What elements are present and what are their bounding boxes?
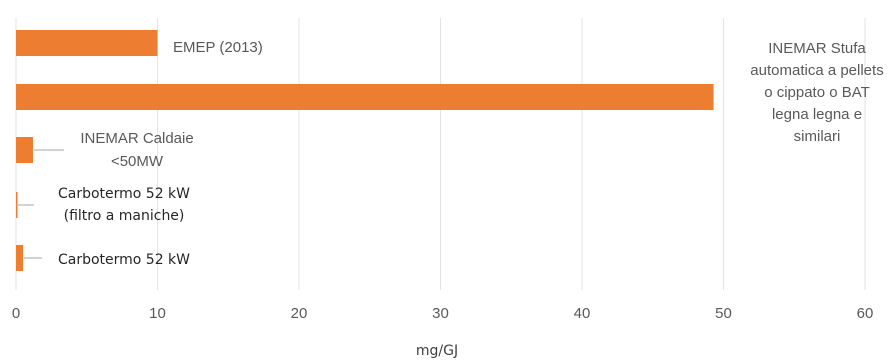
annotation-3: Carbotermo 52 kW (filtro a maniche): [58, 186, 190, 224]
bar-4: [16, 245, 24, 271]
annotation-1: INEMAR Stufa automatica a pellets o cippat…: [750, 40, 883, 145]
bars: [16, 30, 714, 271]
bar-2: [16, 137, 33, 163]
bar-annotations: EMEP (2013) INEMAR Stufa automatica a pell…: [58, 39, 884, 268]
x-tick-label-0: 0: [12, 305, 20, 322]
x-tick-label-3: 30: [432, 305, 449, 322]
annotation-2: INEMAR Caldaie <50MW: [80, 130, 193, 170]
leader-lines: [18, 149, 64, 259]
annotation-0: EMEP (2013): [173, 39, 263, 56]
x-tick-label-4: 40: [574, 305, 591, 322]
bar-0: [16, 30, 158, 56]
x-tick-label-5: 50: [715, 305, 732, 322]
bar-1: [16, 84, 714, 110]
annotation-4: Carbotermo 52 kW: [58, 252, 190, 268]
x-tick-labels: 0 10 20 30 40 50 60: [12, 305, 874, 322]
x-axis-label: mg/GJ: [416, 343, 458, 359]
bar-3: [16, 192, 18, 218]
x-tick-label-2: 20: [291, 305, 308, 322]
x-tick-label-6: 60: [857, 305, 874, 322]
gridlines: [15, 18, 866, 290]
x-tick-label-1: 10: [149, 305, 166, 322]
